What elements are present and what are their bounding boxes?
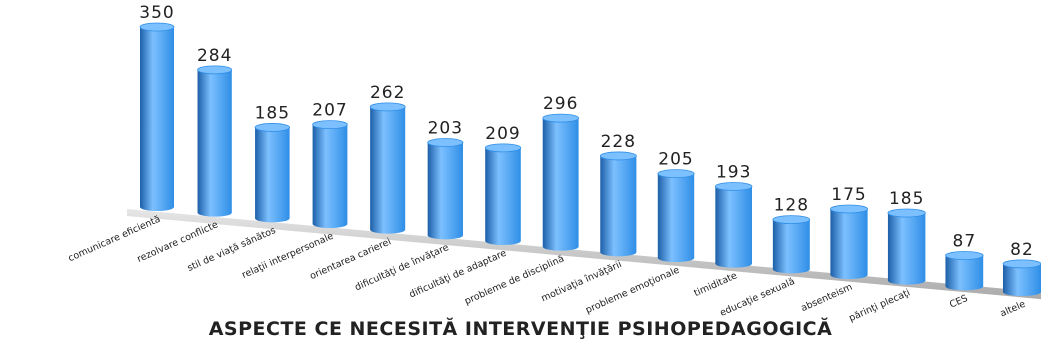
bar bbox=[887, 208, 926, 285]
value-label: 82 bbox=[1010, 240, 1034, 260]
bar-body bbox=[945, 255, 984, 291]
bar-body bbox=[715, 186, 752, 268]
bar bbox=[657, 169, 695, 262]
bar bbox=[830, 204, 869, 279]
bar bbox=[542, 113, 580, 251]
bar-body bbox=[370, 106, 406, 234]
bar-top bbox=[197, 65, 233, 75]
value-label: 284 bbox=[197, 46, 232, 66]
bar-body bbox=[312, 124, 348, 228]
bar-top bbox=[369, 102, 406, 112]
value-label: 296 bbox=[543, 94, 578, 114]
bar-top bbox=[945, 251, 984, 260]
bar-top bbox=[657, 169, 695, 179]
bar-body bbox=[772, 219, 810, 274]
bar-top bbox=[830, 204, 869, 214]
value-label: 185 bbox=[255, 103, 290, 123]
category-label: altele bbox=[999, 299, 1028, 320]
value-labels-group: 350 284 185 207 262 203 209 296 228 205 193 128 175 1… bbox=[139, 3, 1034, 260]
bar bbox=[945, 251, 984, 291]
bar-body bbox=[542, 118, 579, 251]
bar-top bbox=[772, 215, 811, 224]
bar bbox=[369, 102, 406, 234]
bar bbox=[484, 143, 522, 245]
bar-body bbox=[600, 155, 637, 257]
bar bbox=[427, 138, 464, 240]
bar bbox=[1002, 259, 1041, 296]
bar-top bbox=[887, 208, 926, 218]
value-label: 87 bbox=[953, 232, 977, 252]
bar-top bbox=[542, 113, 580, 123]
x-axis-title: ASPECTE CE NECESITĂ INTERVENŢIE PSIHOPED… bbox=[208, 318, 833, 340]
bar-body bbox=[657, 173, 695, 262]
bar-body bbox=[197, 69, 232, 217]
bar bbox=[772, 215, 811, 274]
bar-body bbox=[830, 209, 868, 279]
bar-body bbox=[485, 147, 521, 245]
category-label: absenteism bbox=[799, 282, 854, 314]
bar-body bbox=[427, 142, 463, 240]
bar-top bbox=[714, 182, 753, 191]
floor-slab bbox=[127, 209, 1041, 300]
bar bbox=[599, 151, 637, 257]
chart-floor bbox=[127, 209, 1041, 300]
bar-top bbox=[1002, 259, 1041, 269]
bar-top bbox=[484, 143, 522, 153]
value-label: 228 bbox=[601, 132, 636, 152]
bar bbox=[254, 123, 291, 223]
bar bbox=[197, 65, 233, 217]
value-label: 209 bbox=[485, 124, 520, 144]
bars-group bbox=[139, 22, 1041, 296]
bar-top bbox=[427, 138, 464, 147]
bar bbox=[714, 182, 753, 268]
bar bbox=[139, 22, 175, 211]
bar-top bbox=[312, 120, 348, 130]
bar-body bbox=[1003, 263, 1041, 296]
value-label: 185 bbox=[889, 189, 924, 209]
value-label: 193 bbox=[716, 162, 751, 182]
bar-top bbox=[254, 123, 291, 132]
bar-body bbox=[140, 27, 174, 211]
value-label: 207 bbox=[312, 101, 347, 121]
bar-body bbox=[887, 213, 926, 285]
bar-body bbox=[255, 127, 290, 223]
value-label: 175 bbox=[831, 185, 866, 205]
value-label: 205 bbox=[658, 150, 693, 170]
bar bbox=[312, 120, 348, 228]
bar-top bbox=[139, 22, 175, 32]
category-label: timiditate bbox=[692, 270, 739, 299]
value-label: 262 bbox=[370, 83, 405, 103]
value-label: 350 bbox=[139, 3, 174, 23]
value-label: 128 bbox=[774, 196, 809, 216]
category-label: CES bbox=[948, 293, 970, 311]
bar-top bbox=[599, 151, 637, 161]
value-label: 203 bbox=[428, 119, 463, 139]
